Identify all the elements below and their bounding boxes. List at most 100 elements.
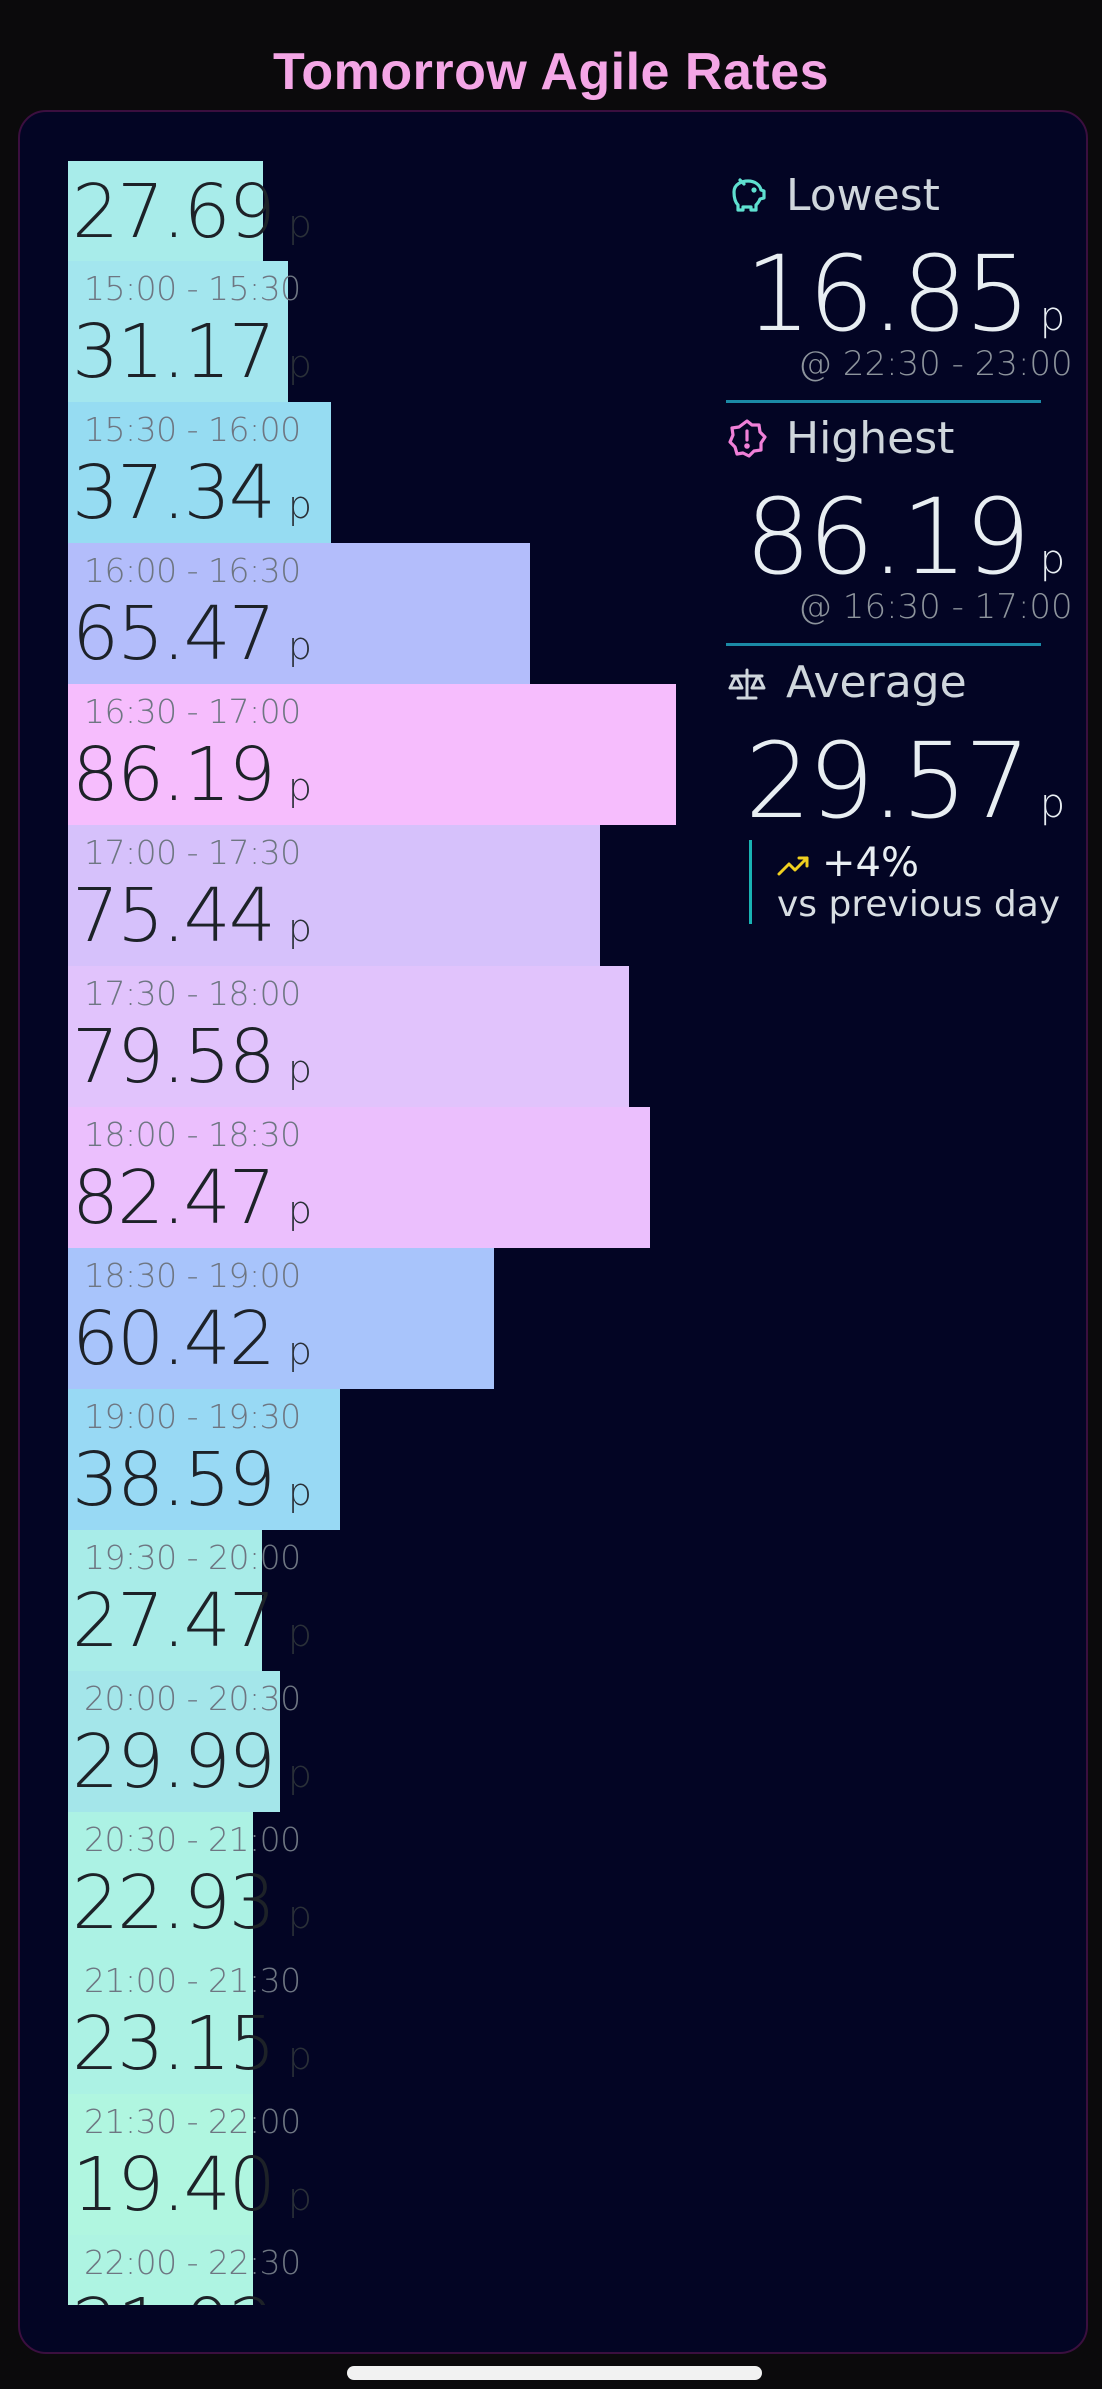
highest-time: @ 16:30 - 17:00 bbox=[798, 587, 1073, 627]
rate-bar[interactable]: 27.69 p bbox=[68, 161, 312, 261]
lowest-price: 16.85 bbox=[745, 233, 1031, 355]
rate-price-value: 22.93 bbox=[72, 1860, 276, 1946]
rate-price-value: 27.47 bbox=[72, 1578, 276, 1664]
rate-bar[interactable]: 18:00 - 18:30 82.47 p bbox=[68, 1107, 650, 1248]
rate-price: 86.19 p bbox=[72, 738, 312, 812]
highest-unit: p bbox=[1039, 537, 1066, 583]
average-label: Average bbox=[786, 657, 967, 708]
rate-price-value: 19.40 bbox=[72, 2142, 276, 2228]
rate-time: 20:00 - 20:30 bbox=[84, 1679, 301, 1718]
rate-time: 18:00 - 18:30 bbox=[84, 1115, 301, 1154]
rate-price: 23.15 p bbox=[72, 2007, 312, 2081]
piggy-bank-icon bbox=[726, 174, 768, 216]
rate-price: 22.93 p bbox=[72, 1866, 312, 1940]
trend-line bbox=[749, 840, 752, 924]
rate-price: 60.42 p bbox=[72, 1302, 312, 1376]
alert-badge-icon bbox=[726, 418, 768, 460]
rate-bar[interactable]: 18:30 - 19:00 60.42 p bbox=[68, 1248, 494, 1389]
lowest-label: Lowest bbox=[786, 170, 940, 221]
average-price: 29.57 bbox=[745, 720, 1031, 842]
rate-price-value: 82.47 bbox=[72, 1155, 276, 1241]
trend-up-icon bbox=[777, 852, 811, 878]
page-title: Tomorrow Agile Rates bbox=[272, 43, 830, 101]
rate-bar[interactable]: 21:00 - 21:30 23.15 p bbox=[68, 1953, 312, 2094]
rate-price: 82.47 p bbox=[72, 1161, 312, 1235]
trend-text: vs previous day bbox=[777, 884, 1061, 925]
rate-time: 20:30 - 21:00 bbox=[84, 1820, 301, 1859]
divider bbox=[726, 643, 1041, 646]
rate-price: 19.40 p bbox=[72, 2148, 312, 2222]
rate-price-value: 60.42 bbox=[72, 1296, 276, 1382]
rate-price-unit: p bbox=[287, 765, 312, 809]
rate-price-unit: p bbox=[287, 2175, 312, 2219]
rate-bar[interactable]: 17:00 - 17:30 75.44 p bbox=[68, 825, 600, 966]
rate-bar[interactable]: 17:30 - 18:00 79.58 p bbox=[68, 966, 629, 1107]
rate-price-value: 37.34 bbox=[72, 450, 276, 536]
rate-price-value: 23.15 bbox=[72, 2001, 276, 2087]
lowest-unit: p bbox=[1039, 294, 1066, 340]
rate-price-unit: p bbox=[287, 906, 312, 950]
rate-time: 17:30 - 18:00 bbox=[84, 974, 301, 1013]
rate-time: 16:00 - 16:30 bbox=[84, 551, 301, 590]
rate-price-unit: p bbox=[287, 1893, 312, 1937]
rate-price: 29.99 p bbox=[72, 1725, 312, 1799]
rate-price-value: 65.47 bbox=[72, 591, 276, 677]
rate-price: 37.34 p bbox=[72, 456, 312, 530]
rate-time: 19:00 - 19:30 bbox=[84, 1397, 301, 1436]
rate-bar[interactable]: 20:00 - 20:30 29.99 p bbox=[68, 1671, 312, 1812]
rate-time: 21:00 - 21:30 bbox=[84, 1961, 301, 2000]
home-indicator[interactable] bbox=[347, 2366, 762, 2380]
rate-bar[interactable]: 20:30 - 21:00 22.93 p bbox=[68, 1812, 312, 1953]
highest-value: 86.19 p bbox=[745, 485, 1065, 589]
lowest-time: @ 22:30 - 23:00 bbox=[798, 344, 1073, 384]
rate-price-unit: p bbox=[287, 342, 312, 386]
rate-time: 16:30 - 17:00 bbox=[84, 692, 301, 731]
rate-time: 22:00 - 22:30 bbox=[84, 2243, 301, 2282]
rate-price: 21.02p bbox=[72, 2289, 312, 2305]
rate-price-value: 79.58 bbox=[72, 1014, 276, 1100]
rate-price-value: 38.59 bbox=[72, 1437, 276, 1523]
rate-price: 75.44 p bbox=[72, 879, 312, 953]
scale-icon bbox=[726, 664, 768, 706]
rate-bar[interactable]: 15:00 - 15:30 31.17 p bbox=[68, 261, 312, 402]
rate-time: 15:30 - 16:00 bbox=[84, 410, 301, 449]
rate-price-value: 86.19 bbox=[72, 732, 276, 818]
rate-bar[interactable]: 21:30 - 22:00 19.40 p bbox=[68, 2094, 312, 2235]
rate-price-unit: p bbox=[287, 624, 312, 668]
rate-price-unit: p bbox=[287, 1611, 312, 1655]
rate-price-unit: p bbox=[287, 2034, 312, 2078]
highest-label: Highest bbox=[786, 413, 955, 464]
rate-price-unit: p bbox=[287, 1188, 312, 1232]
rate-price-unit: p bbox=[287, 1752, 312, 1796]
rate-bar[interactable]: 16:30 - 17:00 86.19 p bbox=[68, 684, 676, 825]
rate-price-value: 27.69 bbox=[72, 169, 276, 255]
rate-bar[interactable]: 15:30 - 16:00 37.34 p bbox=[68, 402, 331, 543]
rate-price-unit: p bbox=[287, 1329, 312, 1373]
rate-price: 31.17 p bbox=[72, 315, 312, 389]
rate-price: 27.69 p bbox=[72, 175, 312, 249]
rate-time: 21:30 - 22:00 bbox=[84, 2102, 301, 2141]
rate-time: 15:00 - 15:30 bbox=[84, 269, 301, 308]
rate-price-value: 21.02 bbox=[72, 2283, 276, 2305]
rate-price-unit: p bbox=[287, 483, 312, 527]
rate-price-unit: p bbox=[287, 202, 312, 246]
rate-time: 17:00 - 17:30 bbox=[84, 833, 301, 872]
rate-price: 79.58 p bbox=[72, 1020, 312, 1094]
rate-bar[interactable]: 19:30 - 20:00 27.47 p bbox=[68, 1530, 312, 1671]
trend-percent: +4% bbox=[822, 840, 919, 886]
rate-price: 27.47 p bbox=[72, 1584, 312, 1658]
rate-price-value: 75.44 bbox=[72, 873, 276, 959]
rate-time: 18:30 - 19:00 bbox=[84, 1256, 301, 1295]
rate-bar[interactable]: 22:00 - 22:3021.02p bbox=[68, 2235, 301, 2305]
rates-bar-list[interactable]: 27.69 p 15:00 - 15:30 31.17 p 15:30 - 16:00 37… bbox=[68, 161, 688, 2305]
rate-price-value: 31.17 bbox=[72, 309, 276, 395]
average-unit: p bbox=[1039, 781, 1066, 827]
rate-price-unit: p bbox=[287, 1047, 312, 1091]
highest-price: 86.19 bbox=[745, 476, 1031, 598]
rate-time: 19:30 - 20:00 bbox=[84, 1538, 301, 1577]
rate-price-value: 29.99 bbox=[72, 1719, 276, 1805]
rate-price: 38.59 p bbox=[72, 1443, 312, 1517]
rate-bar[interactable]: 16:00 - 16:30 65.47 p bbox=[68, 543, 530, 684]
rate-bar[interactable]: 19:00 - 19:30 38.59 p bbox=[68, 1389, 340, 1530]
rate-price: 65.47 p bbox=[72, 597, 312, 671]
